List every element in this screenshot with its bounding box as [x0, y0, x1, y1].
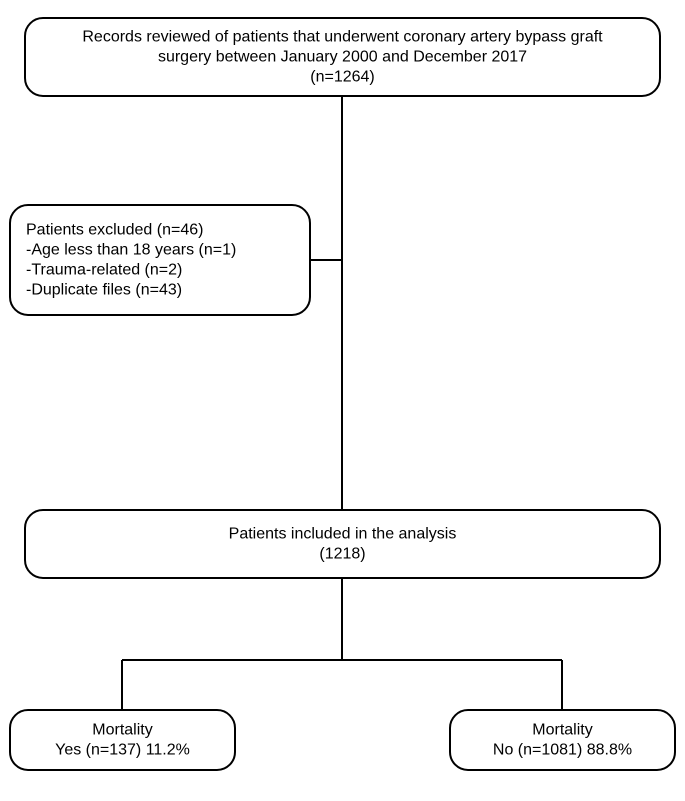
flow-node-text: (n=1264) [310, 68, 375, 85]
flow-node-text: Patients excluded (n=46) [26, 221, 203, 238]
flow-node-text: Yes (n=137) 11.2% [55, 741, 190, 758]
flow-node-text: Mortality [532, 721, 592, 738]
flow-node-text: Mortality [92, 721, 152, 738]
flow-node-excluded: Patients excluded (n=46) -Age less than 1… [10, 205, 310, 315]
flow-node-text: -Age less than 18 years (n=1) [26, 241, 236, 258]
flow-node-text: -Trauma-related (n=2) [26, 261, 182, 278]
flowchart-canvas: Records reviewed of patients that underw… [0, 0, 685, 801]
flow-node-included: Patients included in the analysis (1218) [25, 510, 660, 578]
flow-node-text: surgery between January 2000 and Decembe… [158, 48, 527, 65]
flow-node-text: No (n=1081) 88.8% [493, 741, 632, 758]
flow-node-mortality_no: Mortality No (n=1081) 88.8% [450, 710, 675, 770]
flow-node-top: Records reviewed of patients that underw… [25, 18, 660, 96]
flow-node-text: Patients included in the analysis [229, 525, 457, 542]
flow-node-mortality_yes: Mortality Yes (n=137) 11.2% [10, 710, 235, 770]
flow-node-text: (1218) [319, 545, 365, 562]
flow-node-text: Records reviewed of patients that underw… [82, 28, 603, 45]
flow-node-text: -Duplicate files (n=43) [26, 281, 182, 298]
